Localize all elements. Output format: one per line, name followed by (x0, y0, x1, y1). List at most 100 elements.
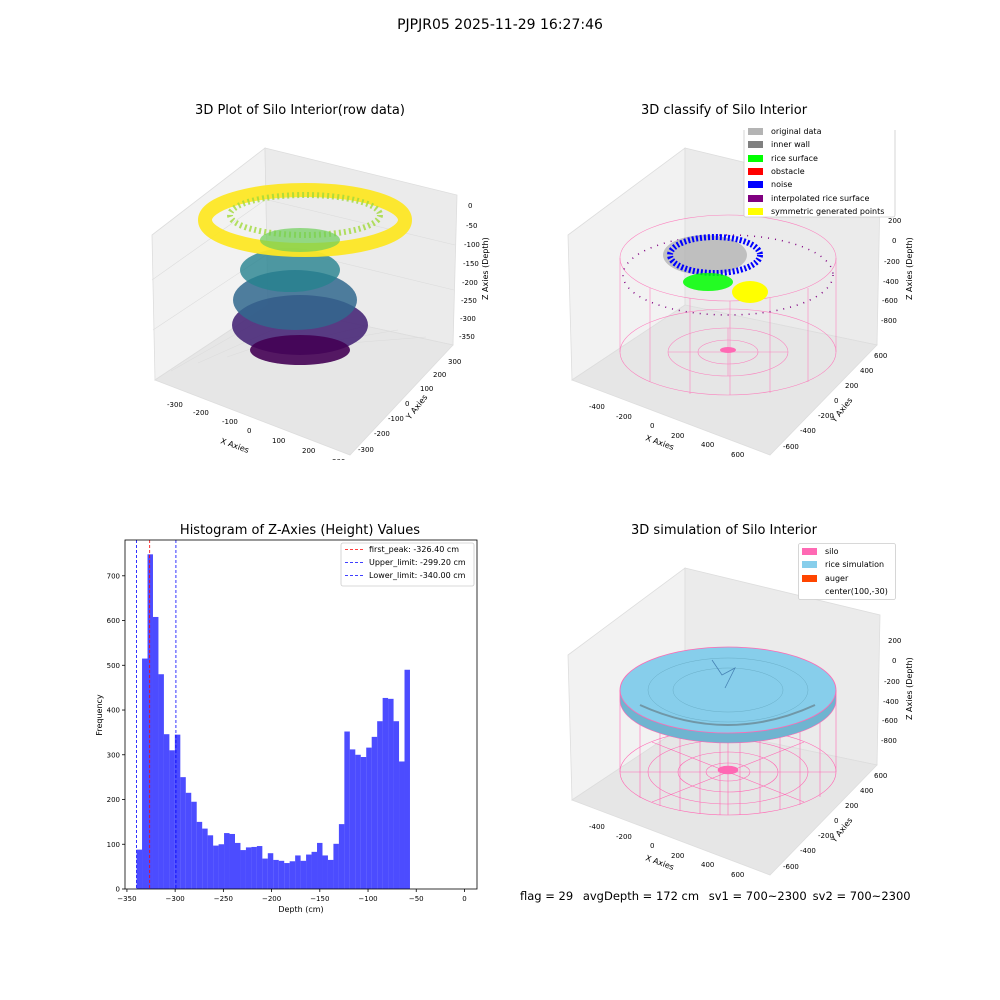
histogram-bar (289, 861, 296, 889)
classify-xtick: 0 (650, 422, 654, 430)
classify-legend-label: noise (771, 180, 793, 190)
histogram-bar (158, 674, 164, 889)
classify-legend-entry: noise (748, 178, 884, 191)
classify-legend-entry: symmetric generated points (748, 205, 884, 218)
histogram-bar (142, 658, 148, 889)
raw-ytick: 0 (405, 400, 409, 408)
histogram-bar (262, 858, 268, 889)
sim-ytick: -600 (783, 863, 799, 871)
histogram-bar (360, 757, 367, 889)
classify-legend-label: rice surface (771, 153, 818, 163)
histogram-bar (218, 844, 225, 889)
histogram-bar (366, 747, 372, 889)
raw-xtick: -200 (193, 409, 209, 417)
classify-y-label: Y Axies (829, 396, 855, 425)
classify-rice-surface (683, 273, 733, 291)
raw-3d-plot: -300 -200 -100 0 100 200 300 X Axies -30… (151, 147, 490, 460)
classify-ztick: -800 (881, 317, 897, 325)
raw-xtick: 300 (332, 458, 345, 460)
histogram-xtick-label: 0 (462, 895, 466, 903)
classify-ztick: -600 (882, 297, 898, 305)
histogram-bar (152, 616, 159, 889)
sim-ztick: 200 (888, 637, 901, 645)
sim-ztick: -600 (882, 717, 898, 725)
simulation-legend-label: auger (825, 573, 849, 583)
classify-ytick: 400 (860, 367, 873, 375)
raw-xtick: 100 (272, 437, 285, 445)
classify-center-mark (720, 347, 736, 353)
raw-y-ticks: -300 -200 -100 0 100 200 300 (358, 358, 461, 454)
sim-rice-body (619, 646, 837, 744)
classify-legend-entry: interpolated rice surface (748, 191, 884, 204)
raw-funnel (260, 228, 340, 252)
raw-ztick: 0 (468, 202, 472, 210)
classify-original-cluster (663, 235, 747, 275)
simulation-legend-items: silo rice simulation auger center(100,-30) (802, 545, 888, 598)
histogram-bar (256, 846, 263, 889)
histogram-legend: first_peak: -326.40 cm Upper_limit: -299.… (340, 542, 475, 587)
sim-y-label: Y Axies (829, 816, 855, 845)
classify-xtick: 600 (731, 451, 744, 459)
classify-legend-swatch (748, 128, 763, 136)
classify-legend-entry: rice surface (748, 152, 884, 165)
sim-ytick: 200 (845, 802, 858, 810)
raw-ztick: -50 (466, 222, 477, 230)
status-line: flag = 29 avgDepth = 172 cm sv1 = 700~23… (520, 889, 917, 903)
raw-z-ticks: 0 -50 -100 -150 -200 -250 -300 -350 (459, 202, 480, 341)
classify-legend (743, 130, 896, 218)
status-avg-depth: avgDepth = 172 cm (582, 889, 700, 903)
raw-points (198, 183, 412, 365)
classify-legend-entry: obstacle (748, 165, 884, 178)
histogram-bar (355, 754, 361, 889)
sim-z-label: Z Axies (Depth) (905, 657, 914, 720)
histogram-chart: −350 −300 −250 −200 −150 −100 −50 0 0 100 200 300 4… (95, 539, 478, 914)
raw-xtick: 200 (302, 447, 315, 455)
histogram-bar (213, 845, 219, 889)
histogram-xtick-label: −50 (409, 895, 424, 903)
classify-xtick: -200 (616, 413, 632, 421)
histogram-bar (207, 835, 214, 889)
raw-ytick: -100 (388, 415, 404, 423)
classify-legend-swatch (748, 207, 763, 215)
histogram-bar (196, 821, 203, 889)
classify-symmetric-points (732, 281, 768, 303)
histogram-ytick-label: 100 (107, 841, 120, 849)
simulation-legend-label: silo (825, 547, 839, 557)
classify-ytick: 600 (874, 352, 887, 360)
classify-legend-entry: inner wall (748, 138, 884, 151)
histogram-xtick-label: −150 (310, 895, 329, 903)
histogram-bar (240, 850, 246, 889)
classify-xtick: -400 (589, 403, 605, 411)
histogram-bar (344, 731, 350, 889)
raw-xtick: 0 (247, 427, 251, 435)
simulation-3d-plot: -400 -200 0 200 400 600 X Axies -600 -40… (567, 567, 914, 879)
sim-y-ticks: -600 -400 -200 0 200 400 600 (783, 772, 887, 871)
histogram-y-label: Frequency (95, 694, 104, 736)
histogram-bar (273, 859, 279, 889)
classify-legend-label: inner wall (771, 140, 811, 150)
classify-y-ticks: -600 -400 -200 0 200 400 600 (783, 352, 887, 451)
histogram-bar (163, 734, 170, 889)
classify-noise-ring (667, 234, 763, 276)
raw-ztick: -150 (463, 260, 479, 268)
histogram-bar (180, 777, 186, 889)
histogram-ytick-label: 600 (107, 617, 120, 625)
classify-legend-swatch (748, 168, 763, 176)
raw-ztick: -250 (461, 297, 477, 305)
histogram-bar (174, 734, 181, 889)
histogram-bar (191, 801, 197, 889)
histogram-bar (371, 736, 378, 889)
raw-x-label: X Axies (219, 436, 250, 455)
sim-z-ticks: 200 0 -200 -400 -600 -800 (881, 637, 901, 745)
histogram-bar (169, 750, 175, 889)
sim-auger-trace (711, 659, 736, 689)
sim-ytick: 600 (874, 772, 887, 780)
histogram-bar (377, 721, 383, 889)
histogram-ytick-label: 400 (107, 707, 120, 715)
raw-ytick: 100 (420, 385, 433, 393)
classify-xtick: 400 (701, 441, 714, 449)
sim-ztick: -800 (881, 737, 897, 745)
classify-legend-label: interpolated rice surface (771, 193, 870, 203)
sim-xtick: 200 (671, 852, 684, 860)
histogram-ytick-label: 700 (107, 572, 120, 580)
